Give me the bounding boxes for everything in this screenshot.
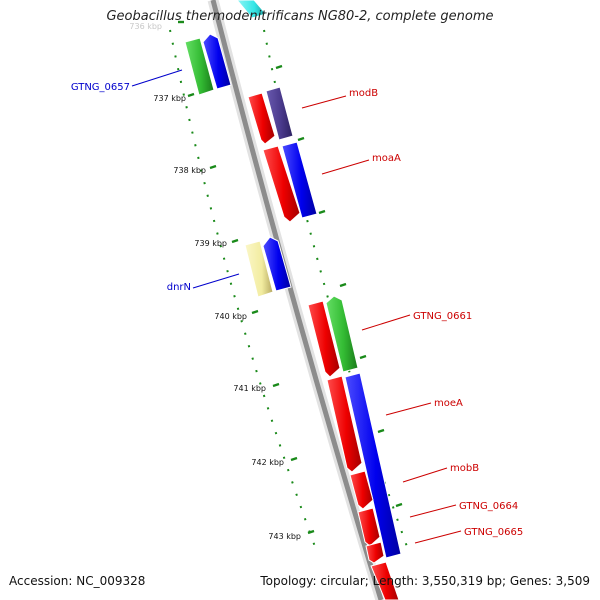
tick-mark [290,456,298,462]
inner-scale-rail [169,29,319,556]
gene-GTNG_0657[interactable] [184,37,215,96]
gene-label-mobB[interactable]: mobB [450,463,479,474]
callout-line-GTNG_0657 [131,69,183,87]
gene-label-GTNG_0664[interactable]: GTNG_0664 [459,501,518,512]
gene-moaA[interactable] [281,141,318,219]
tick-mark [187,92,195,98]
tick-mark [318,209,326,215]
gene-moaA-partner[interactable] [262,145,301,223]
tick-label: 737 kbp [153,94,186,103]
tick-mark [377,428,385,434]
tick-mark [272,382,280,388]
tick-label: 743 kbp [268,532,301,541]
tick-mark [275,64,283,70]
gene-cyan-partial [236,0,267,19]
tick-label: 739 kbp [194,239,227,248]
gene-blue-0657-neighbor[interactable] [202,33,232,90]
tick-mark [209,164,217,170]
callout-line-GTNG_0664 [409,504,457,518]
tick-label: 742 kbp [251,458,284,467]
gene-bottom-partial [370,561,400,600]
callout-line-mobB [402,467,448,483]
callout-line-GTNG_0665 [414,530,462,544]
gene-label-GTNG_0661[interactable]: GTNG_0661 [413,311,472,322]
gene-mobB[interactable] [349,470,374,510]
accession-label: Accession: NC_009328 [9,574,146,588]
gene-label-GTNG_0657[interactable]: GTNG_0657 [71,82,130,93]
tick-label: 740 kbp [214,312,247,321]
callout-line-modB [301,95,347,109]
tick-label: 741 kbp [233,384,266,393]
tick-label: 736 kbp [129,22,162,31]
callout-line-moaA [321,159,370,175]
gene-labels: GTNG_0657 modB moaA dnrN GTNG_0661 moeA … [71,82,523,538]
gene-GTNG_0661[interactable] [325,295,359,373]
gene-label-moaA[interactable]: moaA [372,153,401,164]
tick-mark [339,282,347,288]
tick-label: 738 kbp [173,166,206,175]
outer-strand-genes [202,0,402,600]
tick-mark [297,136,305,142]
tick-mark [395,502,403,508]
callout-line-dnrN [192,273,240,289]
gene-GTNG_0661-partner[interactable] [307,300,341,378]
genome-title: Geobacillus thermodenitrificans NG80-2, … [106,9,494,24]
genome-stats-label: Topology: circular; Length: 3,550,319 bp… [260,574,590,588]
gene-GTNG_0664[interactable] [357,507,381,547]
tick-mark [307,529,315,535]
gene-dnrN-partner[interactable] [262,236,292,292]
gene-label-dnrN[interactable]: dnrN [167,282,191,293]
tick-mark [359,354,367,360]
gene-label-modB[interactable]: modB [349,88,378,99]
inner-strand-genes [184,37,274,298]
outer-scale-rail [263,29,411,556]
gene-modB-partner[interactable] [247,92,276,145]
gene-modB[interactable] [265,86,294,141]
gene-label-GTNG_0665[interactable]: GTNG_0665 [464,527,523,538]
gene-GTNG_0665[interactable] [365,541,385,564]
tick-mark [231,238,239,244]
major-ticks [178,20,403,535]
genome-backbone [210,0,384,600]
callout-line-GTNG_0661 [361,314,411,331]
callout-line-moeA [385,402,432,416]
callout-lines [131,69,462,544]
gene-moeA-partner[interactable] [326,375,363,473]
tick-mark [251,309,259,315]
tick-labels: 736 kbp 737 kbp 738 kbp 739 kbp 740 kbp … [129,22,301,541]
gene-label-moeA[interactable]: moeA [434,398,463,409]
gene-dnrN[interactable] [244,240,274,298]
